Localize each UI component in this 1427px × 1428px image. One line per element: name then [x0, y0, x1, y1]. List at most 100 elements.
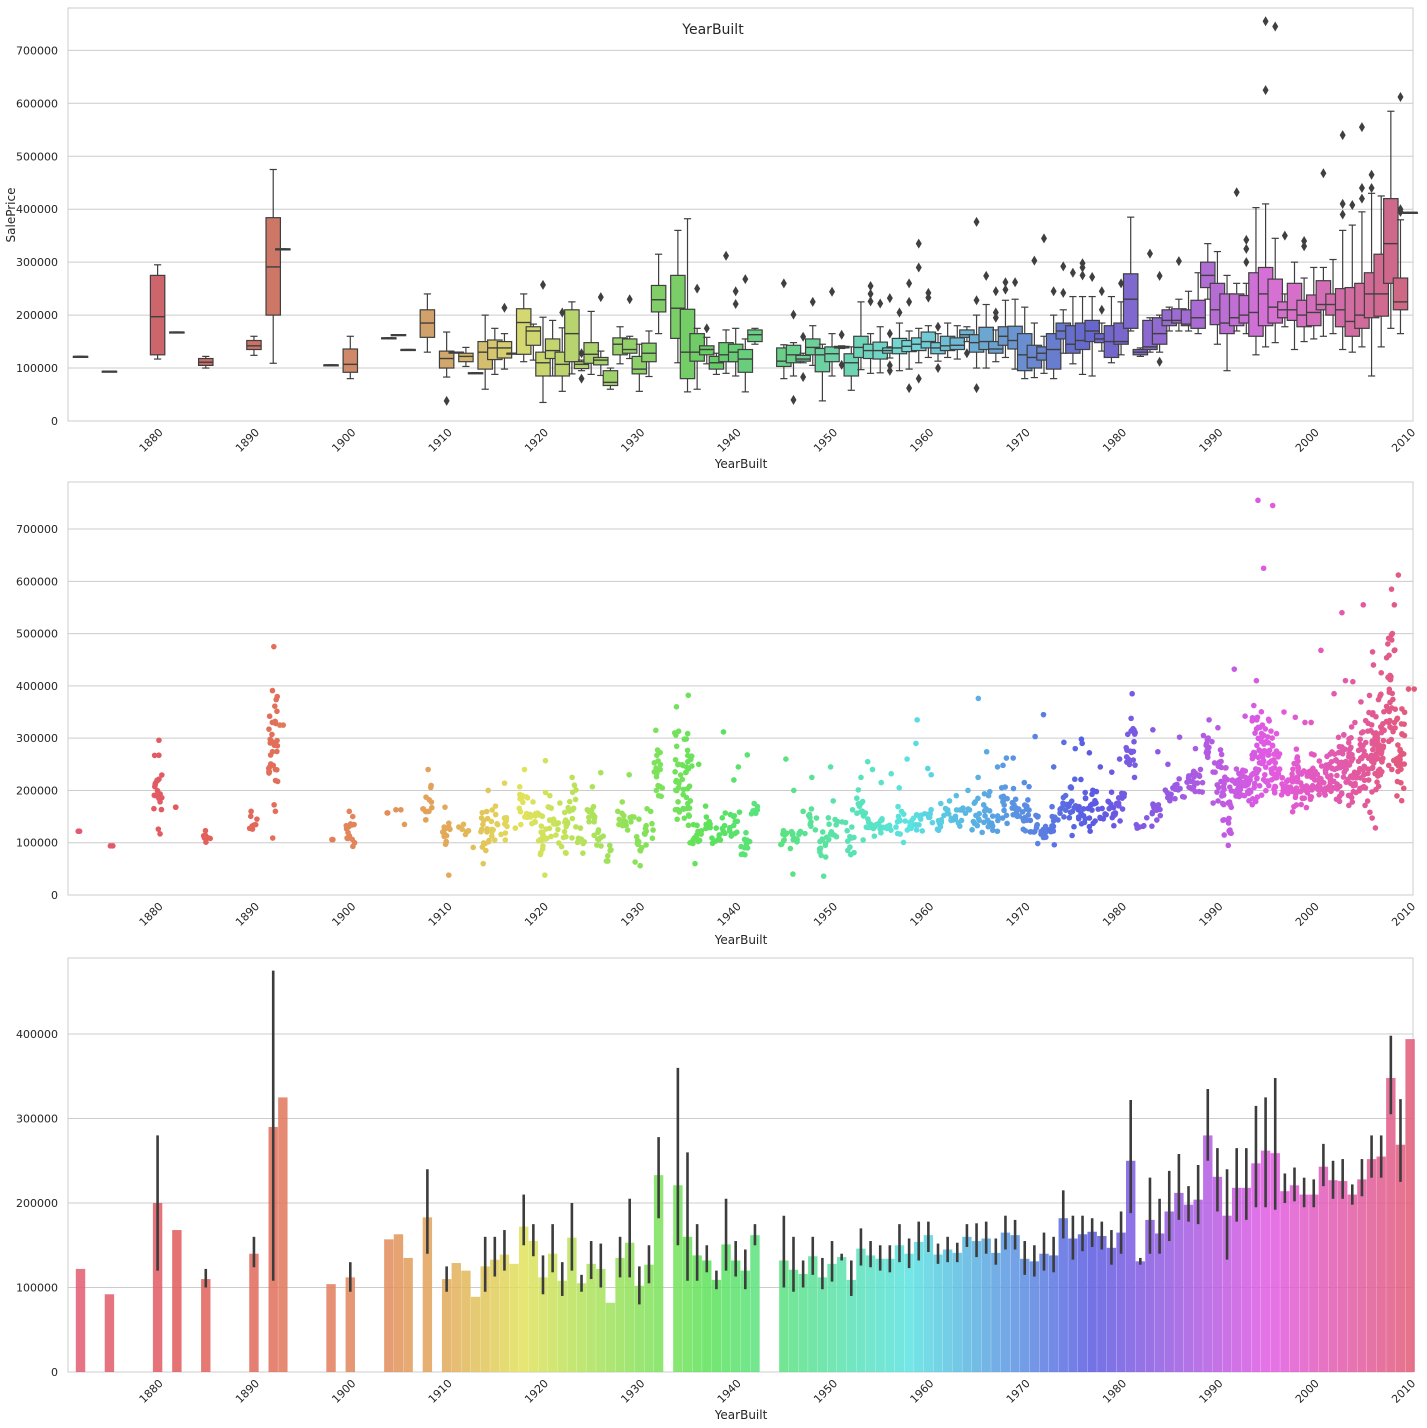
strip-point [1227, 830, 1233, 836]
strip-point [346, 808, 353, 815]
box-outlier [800, 331, 807, 342]
strip-point [681, 736, 688, 742]
strip-point [1304, 783, 1310, 790]
box-body [564, 309, 580, 363]
strip-point [573, 824, 579, 830]
bar-1960 [923, 1235, 934, 1372]
strip-point [1266, 782, 1272, 789]
strip-point [677, 772, 684, 778]
strip-point [1069, 808, 1076, 815]
strip-point [555, 826, 561, 833]
strip-point [595, 829, 601, 836]
strip-point [1254, 794, 1261, 800]
bar-1935 [682, 1236, 693, 1372]
strip-point [445, 872, 452, 878]
strip-point [557, 800, 563, 806]
box-outlier [1156, 356, 1163, 367]
strip-point [736, 809, 743, 815]
bar-1964 [962, 1236, 972, 1372]
box-outlier [963, 348, 970, 359]
stripplot-y-tick-label: 200000 [16, 784, 58, 797]
strip-point [1116, 756, 1123, 762]
strip-point [462, 831, 469, 838]
box-outlier [886, 293, 893, 304]
strip-point [782, 831, 788, 838]
strip-point [1164, 790, 1171, 796]
box-body [698, 345, 715, 356]
strip-point [532, 819, 539, 825]
box-body [438, 350, 455, 369]
strip-point [1279, 775, 1286, 781]
strip-point [934, 826, 941, 833]
box-outlier [1156, 270, 1163, 281]
box-body [795, 354, 811, 362]
strip-point [1092, 818, 1098, 824]
strip-point [653, 787, 660, 794]
strip-point [1293, 802, 1300, 808]
strip-point [1375, 755, 1381, 762]
strip-point [713, 825, 720, 831]
strip-point [635, 841, 641, 848]
bar-1983 [1145, 1219, 1155, 1372]
strip-point [637, 862, 643, 869]
strip-point [1264, 734, 1271, 740]
strip-point [1222, 776, 1229, 783]
boxplot-x-axis-label: YearBuilt [714, 457, 768, 471]
strip-point [642, 825, 649, 832]
strip-point [614, 808, 621, 815]
strip-point [1068, 785, 1075, 791]
strip-point [254, 816, 260, 822]
strip-point [586, 814, 592, 821]
strip-point [839, 819, 845, 825]
strip-point [1369, 649, 1376, 655]
strip-point [1021, 802, 1028, 808]
bar-1951 [836, 1257, 847, 1372]
strip-point [1108, 789, 1115, 795]
strip-point [621, 812, 627, 819]
strip-point [975, 695, 982, 702]
strip-point [489, 833, 495, 839]
strip-point [1197, 766, 1204, 773]
strip-point [953, 792, 960, 799]
strip-point [1294, 776, 1301, 782]
box-outlier [578, 348, 585, 359]
strip-point [1097, 764, 1104, 770]
strip-point [1001, 802, 1007, 808]
box-outlier [1040, 233, 1047, 244]
strip-point [844, 827, 850, 834]
strip-point [1240, 767, 1246, 774]
strip-point [928, 806, 934, 813]
box-outlier [1397, 91, 1404, 102]
bar-1985 [1164, 1211, 1174, 1372]
strip-point [830, 798, 837, 804]
strip-point [928, 771, 935, 778]
strip-point [1049, 803, 1055, 810]
strip-point [684, 800, 691, 807]
strip-point [1117, 818, 1123, 824]
strip-point [626, 771, 632, 778]
bar-1917 [509, 1263, 519, 1372]
barplot-y-tick-label: 200000 [16, 1197, 58, 1210]
boxplot-y-tick-label: 600000 [16, 97, 58, 110]
box-outlier [1243, 257, 1250, 268]
strip-point [913, 827, 920, 833]
strip-point [479, 809, 486, 816]
strip-point [492, 803, 499, 809]
strip-point [483, 847, 489, 854]
strip-point [329, 836, 335, 843]
box-body [1045, 333, 1062, 370]
strip-point [686, 783, 693, 790]
strip-point [1350, 772, 1356, 779]
strip-point [1076, 803, 1082, 810]
strip-point [641, 830, 648, 837]
strip-point [1381, 727, 1387, 734]
strip-point [684, 730, 691, 737]
strip-point [1265, 716, 1272, 723]
box-1967 [988, 286, 1004, 363]
box-outlier [578, 373, 585, 384]
strip-point [644, 805, 650, 812]
strip-point [558, 843, 565, 850]
strip-point [1394, 715, 1401, 722]
strip-point [789, 832, 796, 838]
strip-point [917, 816, 924, 822]
